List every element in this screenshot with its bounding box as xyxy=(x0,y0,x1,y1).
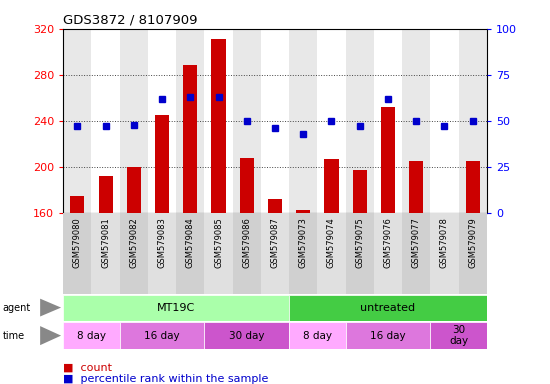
Bar xyxy=(155,115,169,213)
Text: GSM579076: GSM579076 xyxy=(383,217,393,268)
Bar xyxy=(459,29,487,213)
Text: GDS3872 / 8107909: GDS3872 / 8107909 xyxy=(63,13,198,26)
Bar xyxy=(120,322,205,349)
Text: GSM579074: GSM579074 xyxy=(327,217,336,268)
Bar xyxy=(465,161,480,213)
Bar xyxy=(205,29,233,213)
Text: GSM579084: GSM579084 xyxy=(186,217,195,268)
Text: GSM579087: GSM579087 xyxy=(271,217,279,268)
Text: 30 day: 30 day xyxy=(229,331,265,341)
Text: GSM579085: GSM579085 xyxy=(214,217,223,268)
Text: GSM579083: GSM579083 xyxy=(157,217,167,268)
Text: GSM579077: GSM579077 xyxy=(411,217,421,268)
Bar xyxy=(233,213,261,294)
Bar xyxy=(296,210,310,213)
Bar xyxy=(345,29,374,213)
Bar xyxy=(148,213,176,294)
Text: GSM579081: GSM579081 xyxy=(101,217,110,268)
Text: time: time xyxy=(3,331,25,341)
Bar xyxy=(205,322,289,349)
Text: ■  count: ■ count xyxy=(63,363,112,373)
Bar xyxy=(183,65,197,213)
Bar xyxy=(402,213,430,294)
Bar xyxy=(402,29,430,213)
Text: GSM579082: GSM579082 xyxy=(129,217,139,268)
Polygon shape xyxy=(40,326,61,345)
Text: 8 day: 8 day xyxy=(77,331,106,341)
Bar xyxy=(430,213,459,294)
Text: 30
day: 30 day xyxy=(449,325,468,346)
Bar xyxy=(409,161,424,213)
Bar xyxy=(212,39,225,213)
Bar xyxy=(289,322,345,349)
Bar xyxy=(268,199,282,213)
Bar xyxy=(261,213,289,294)
Bar xyxy=(289,213,317,294)
Text: ■  percentile rank within the sample: ■ percentile rank within the sample xyxy=(63,374,268,384)
Bar xyxy=(374,29,402,213)
Bar xyxy=(91,29,120,213)
Text: GSM579079: GSM579079 xyxy=(468,217,477,268)
Bar xyxy=(126,167,141,213)
Text: MT19C: MT19C xyxy=(157,303,195,313)
Bar xyxy=(240,158,254,213)
Bar xyxy=(324,159,339,213)
Bar xyxy=(317,213,345,294)
Bar xyxy=(205,213,233,294)
Text: GSM579086: GSM579086 xyxy=(242,217,251,268)
Bar xyxy=(176,213,205,294)
Bar xyxy=(289,29,317,213)
Bar xyxy=(374,213,402,294)
Bar xyxy=(345,213,374,294)
Text: GSM579080: GSM579080 xyxy=(73,217,82,268)
Bar xyxy=(63,213,91,294)
Bar xyxy=(120,29,148,213)
Bar xyxy=(317,29,345,213)
Bar xyxy=(148,29,176,213)
Bar xyxy=(459,213,487,294)
Bar xyxy=(63,29,91,213)
Bar xyxy=(98,176,113,213)
Bar xyxy=(353,170,367,213)
Bar xyxy=(430,29,459,213)
Bar xyxy=(430,322,487,349)
Bar xyxy=(120,213,148,294)
Bar xyxy=(381,107,395,213)
Text: 16 day: 16 day xyxy=(144,331,180,341)
Text: agent: agent xyxy=(3,303,31,313)
Bar xyxy=(70,196,85,213)
Bar xyxy=(176,29,205,213)
Text: GSM579078: GSM579078 xyxy=(440,217,449,268)
Text: 16 day: 16 day xyxy=(370,331,406,341)
Bar xyxy=(261,29,289,213)
Polygon shape xyxy=(40,299,61,316)
Bar xyxy=(91,213,120,294)
Text: untreated: untreated xyxy=(360,303,415,313)
Bar xyxy=(233,29,261,213)
Text: GSM579073: GSM579073 xyxy=(299,217,308,268)
Bar xyxy=(345,322,430,349)
Text: GSM579075: GSM579075 xyxy=(355,217,364,268)
Bar xyxy=(289,295,487,321)
Text: 8 day: 8 day xyxy=(303,331,332,341)
Bar xyxy=(63,295,289,321)
Bar xyxy=(63,322,120,349)
